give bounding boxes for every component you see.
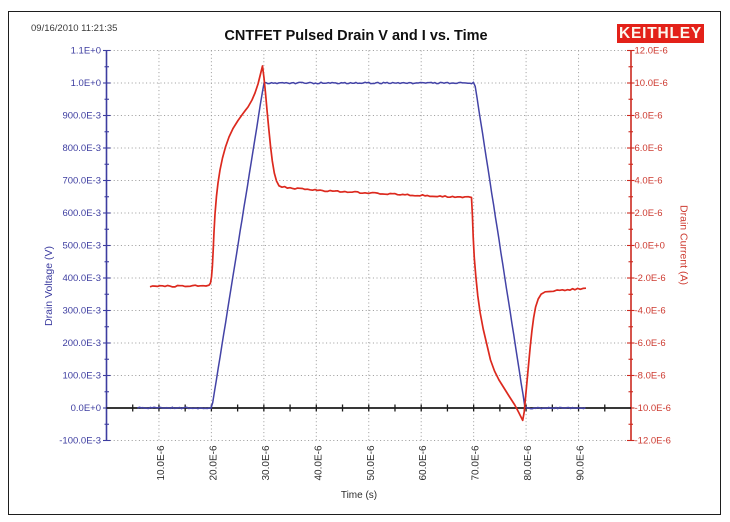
svg-text:300.0E-3: 300.0E-3 [62, 306, 101, 317]
svg-text:600.0E-3: 600.0E-3 [62, 208, 101, 219]
svg-text:-8.0E-6: -8.0E-6 [635, 371, 666, 382]
svg-text:800.0E-3: 800.0E-3 [62, 143, 101, 154]
svg-text:70.0E-6: 70.0E-6 [471, 445, 482, 480]
svg-text:Time (s): Time (s) [341, 490, 377, 501]
svg-text:900.0E-3: 900.0E-3 [62, 111, 101, 122]
svg-text:50.0E-6: 50.0E-6 [366, 445, 377, 480]
svg-text:4.0E-6: 4.0E-6 [635, 176, 663, 187]
svg-text:-4.0E-6: -4.0E-6 [635, 306, 666, 317]
svg-text:-2.0E-6: -2.0E-6 [635, 273, 666, 284]
svg-text:-100.0E-3: -100.0E-3 [59, 436, 101, 447]
svg-text:12.0E-6: 12.0E-6 [635, 46, 668, 57]
svg-text:80.0E-6: 80.0E-6 [523, 445, 534, 480]
svg-text:8.0E-6: 8.0E-6 [635, 111, 663, 122]
svg-text:0.0E+0: 0.0E+0 [71, 403, 101, 414]
svg-text:500.0E-3: 500.0E-3 [62, 241, 101, 252]
svg-text:10.0E-6: 10.0E-6 [635, 78, 668, 89]
svg-text:1.1E+0: 1.1E+0 [71, 46, 101, 57]
svg-text:100.0E-3: 100.0E-3 [62, 371, 101, 382]
svg-text:0.0E+0: 0.0E+0 [635, 241, 665, 252]
svg-text:20.0E-6: 20.0E-6 [208, 445, 219, 480]
svg-text:-10.0E-6: -10.0E-6 [635, 403, 671, 414]
svg-text:6.0E-6: 6.0E-6 [635, 143, 663, 154]
svg-text:30.0E-6: 30.0E-6 [261, 445, 272, 480]
svg-text:1.0E+0: 1.0E+0 [71, 78, 101, 89]
svg-text:-6.0E-6: -6.0E-6 [635, 338, 666, 349]
svg-text:700.0E-3: 700.0E-3 [62, 176, 101, 187]
svg-text:60.0E-6: 60.0E-6 [418, 445, 429, 480]
svg-text:90.0E-6: 90.0E-6 [576, 445, 587, 480]
svg-text:Drain Current (A): Drain Current (A) [678, 205, 690, 285]
svg-text:40.0E-6: 40.0E-6 [313, 445, 324, 480]
svg-text:400.0E-3: 400.0E-3 [62, 273, 101, 284]
svg-text:10.0E-6: 10.0E-6 [156, 445, 167, 480]
svg-text:2.0E-6: 2.0E-6 [635, 208, 663, 219]
svg-text:-12.0E-6: -12.0E-6 [635, 436, 671, 447]
svg-text:200.0E-3: 200.0E-3 [62, 338, 101, 349]
svg-text:Drain Voltage (V): Drain Voltage (V) [43, 246, 55, 326]
